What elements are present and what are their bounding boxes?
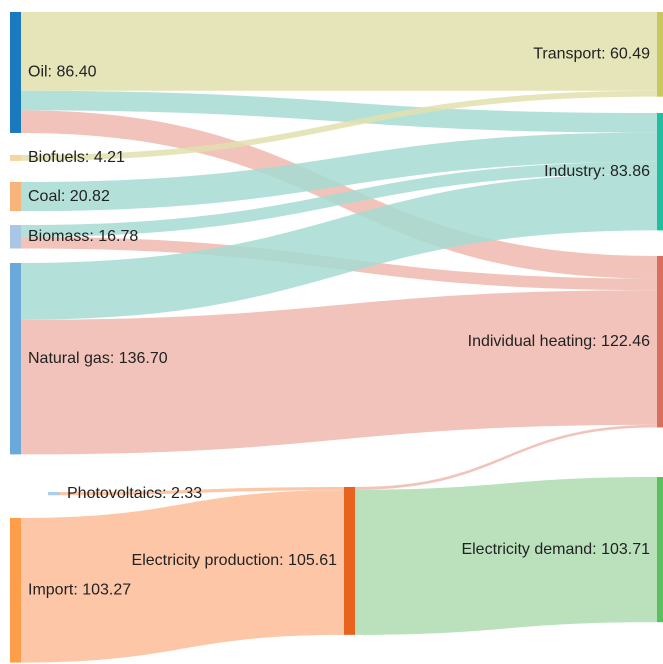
node-label: Import: 103.27 <box>28 582 131 599</box>
link <box>21 173 657 320</box>
node <box>344 487 355 635</box>
link <box>355 477 657 635</box>
link <box>21 90 657 161</box>
node <box>10 155 21 161</box>
node <box>657 12 663 97</box>
link <box>21 12 657 91</box>
node <box>10 263 21 455</box>
node <box>657 477 663 623</box>
node <box>10 182 21 212</box>
node-label: Photovoltaics: 2.33 <box>67 485 202 502</box>
node-label: Individual heating: 122.46 <box>468 333 650 350</box>
node-label: Transport: 60.49 <box>533 46 650 63</box>
node-label: Biomass: 16.78 <box>28 228 138 245</box>
link <box>21 490 344 663</box>
links <box>21 12 657 663</box>
link <box>21 290 657 455</box>
link <box>60 487 344 496</box>
node <box>657 256 663 428</box>
node-label: Electricity demand: 103.71 <box>461 541 650 558</box>
node-label: Oil: 86.40 <box>28 64 97 81</box>
labels: Oil: 86.40 Biofuels: 4.21 Coal: 20.82 Bioma… <box>28 46 650 599</box>
node <box>10 12 21 133</box>
node <box>48 492 60 496</box>
node-label: Electricity production: 105.61 <box>132 552 338 569</box>
node-label: Industry: 83.86 <box>544 163 650 180</box>
node-label: Natural gas: 136.70 <box>28 350 168 367</box>
link <box>21 90 657 133</box>
node <box>657 113 663 231</box>
link <box>355 424 657 490</box>
nodes <box>10 12 663 663</box>
link <box>21 161 657 237</box>
node-label: Biofuels: 4.21 <box>28 149 125 166</box>
node <box>10 518 21 663</box>
node-label: Coal: 20.82 <box>28 188 110 205</box>
node <box>10 225 21 249</box>
link <box>21 132 657 212</box>
